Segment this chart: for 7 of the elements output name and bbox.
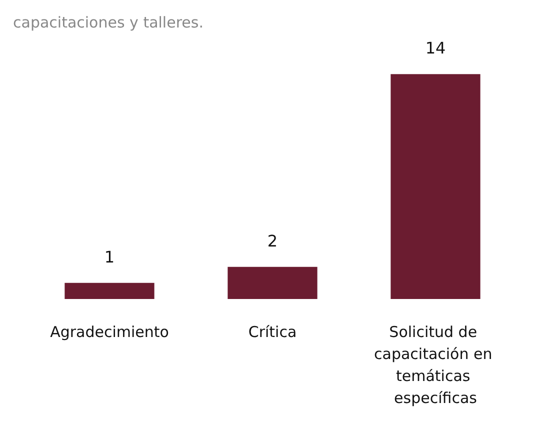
x-tick-label: Solicitud de capacitación en temáticas específicas <box>374 323 498 407</box>
x-tick-label: Agradecimiento <box>50 323 169 341</box>
data-label: 2 <box>267 231 278 250</box>
chart-title: capacitaciones y talleres. <box>13 14 204 32</box>
data-label: 1 <box>104 247 115 266</box>
data-label: 14 <box>425 38 446 58</box>
x-tick-label: Crítica <box>248 323 297 341</box>
